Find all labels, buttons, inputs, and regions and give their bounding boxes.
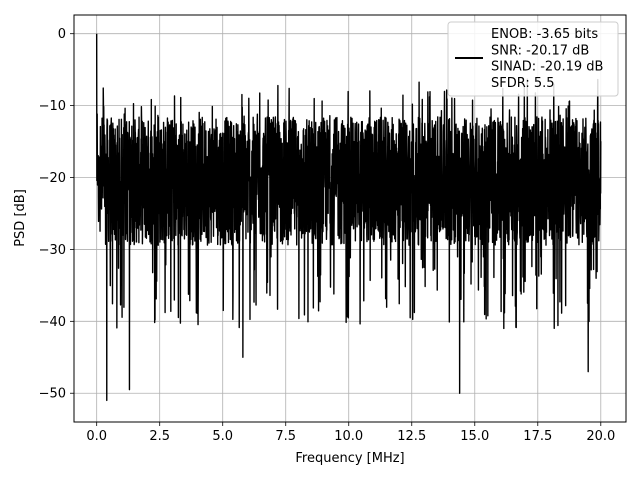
series-layer (95, 33, 602, 402)
y-axis-label: PSD [dB] (13, 189, 28, 247)
x-axis-ticks: 0.0 2.5 5.0 7.5 10.0 12.5 15.0 17.5 20.0 (86, 422, 615, 444)
legend-entry-line: SFDR: 5.5 (491, 76, 555, 91)
legend-entry-line: ENOB: -3.65 bits (491, 27, 598, 42)
psd-series-line (95, 33, 602, 402)
x-tick-label: 17.5 (523, 429, 552, 444)
x-axis-label: Frequency [MHz] (295, 451, 404, 466)
y-tick-label: −50 (39, 387, 66, 402)
x-tick-label: 20.0 (586, 429, 615, 444)
x-tick-label: 0.0 (86, 429, 107, 444)
legend-entry-line: SNR: -20.17 dB (491, 43, 589, 58)
y-tick-label: −30 (39, 243, 66, 258)
legend-entry-line: SINAD: -20.19 dB (491, 60, 603, 75)
x-tick-label: 5.0 (212, 429, 233, 444)
y-tick-label: 0 (58, 27, 66, 42)
plot-frame (73, 14, 627, 423)
y-axis-ticks: 0 −10 −20 −30 −40 −50 (39, 27, 74, 402)
x-tick-label: 12.5 (397, 429, 426, 444)
x-tick-label: 10.0 (334, 429, 363, 444)
x-tick-label: 15.0 (460, 429, 489, 444)
y-tick-label: −10 (39, 99, 66, 114)
y-tick-label: −20 (39, 171, 66, 186)
x-tick-label: 7.5 (275, 429, 296, 444)
y-tick-label: −40 (39, 315, 66, 330)
x-tick-label: 2.5 (149, 429, 170, 444)
legend: ENOB: -3.65 bits SNR: -20.17 dB SINAD: -20… (447, 21, 619, 97)
legend-text: ENOB: -3.65 bits SNR: -20.17 dB SINAD: -20… (491, 27, 603, 91)
legend-box (447, 21, 619, 97)
